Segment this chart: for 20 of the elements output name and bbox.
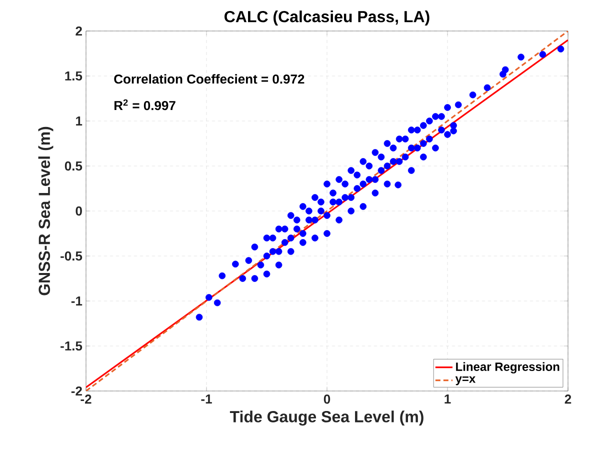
- y-tick-label: -2: [71, 386, 82, 396]
- legend-label: Linear Regression: [456, 362, 560, 374]
- annotation: Correlation Coeffecient = 0.972: [114, 74, 304, 84]
- x-tick-label: 1: [444, 394, 451, 404]
- y-tick-label: -0.5: [60, 251, 82, 261]
- x-tick-label: -1: [201, 394, 212, 404]
- y-tick-label: -1.5: [60, 341, 82, 351]
- chart-title: CALC (Calcasieu Pass, LA): [224, 10, 430, 26]
- y-tick-label: 0: [76, 206, 82, 216]
- annotation: R$^{2}$ = 0.997: [114, 99, 176, 110]
- x-tick-label: 2: [564, 394, 572, 404]
- y-tick-label: -1: [71, 296, 82, 306]
- x-tick-label: 0: [324, 394, 330, 404]
- y-tick-label: 1.5: [65, 71, 82, 81]
- y-axis-title: GNSS-R Sea Level (m): [38, 126, 54, 296]
- y-tick-label: 0.5: [64, 161, 82, 171]
- legend-label: y=x: [455, 376, 476, 386]
- y-tick-label: 2: [76, 26, 82, 36]
- y-tick-label: 1: [76, 116, 82, 126]
- x-axis-title: Tide Gauge Sea Level (m): [230, 410, 424, 426]
